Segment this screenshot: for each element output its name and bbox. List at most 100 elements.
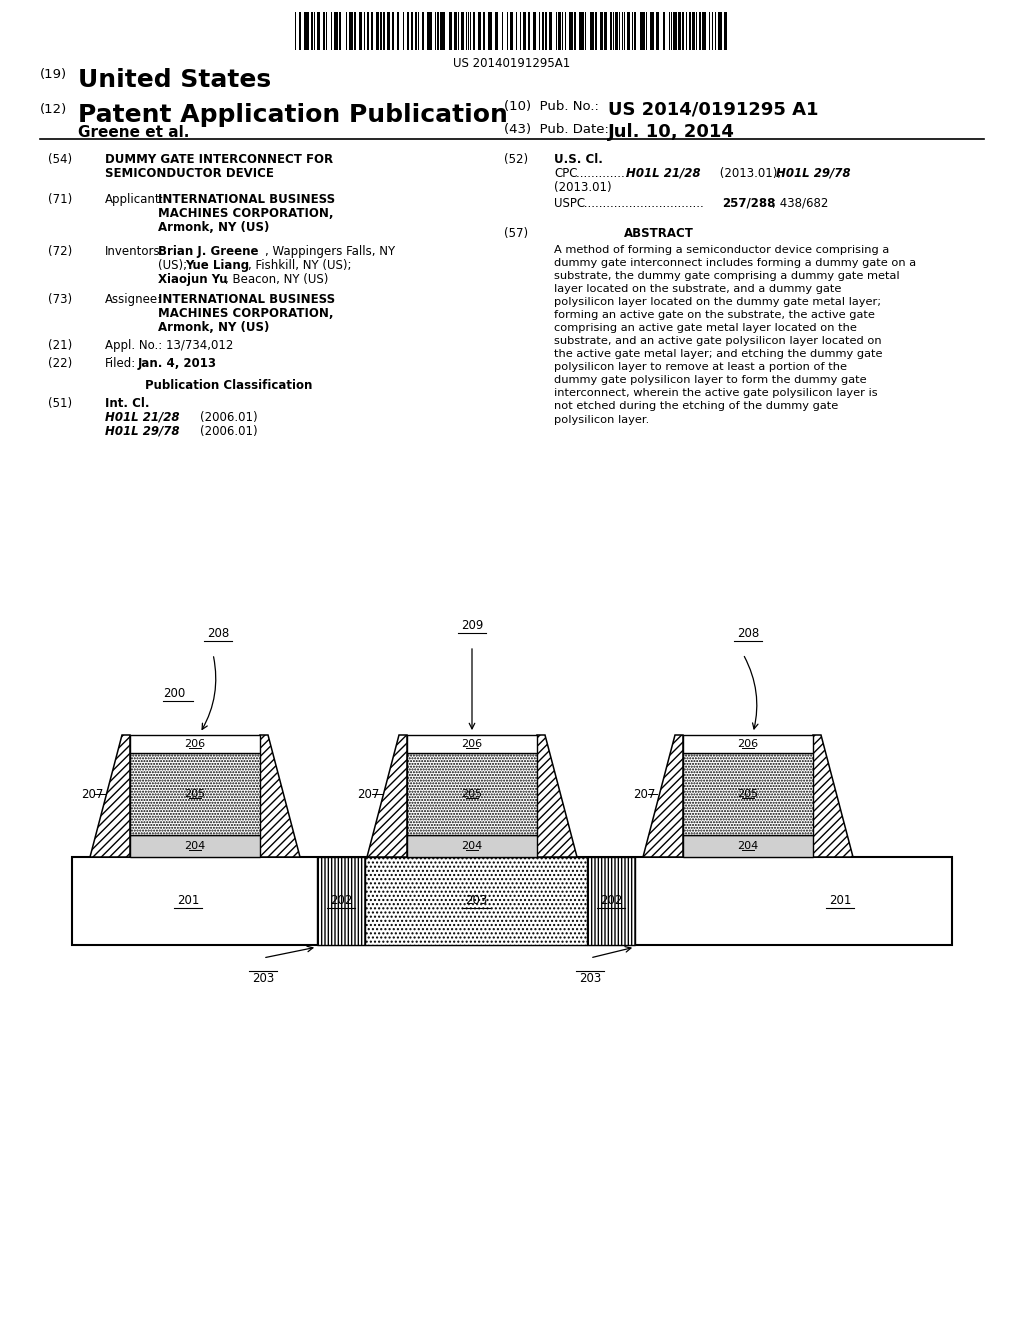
Text: (2006.01): (2006.01) [200, 411, 258, 424]
Bar [334, 12, 338, 50]
Bar [587, 857, 635, 945]
Bar [683, 836, 813, 857]
Bar [432, 12, 435, 50]
Text: 257/288: 257/288 [722, 197, 775, 210]
Bar [332, 12, 334, 50]
Bar [409, 12, 411, 50]
Bar [684, 12, 686, 50]
Text: (71): (71) [48, 193, 73, 206]
Text: 202: 202 [600, 895, 623, 908]
Text: SEMICONDUCTOR DEVICE: SEMICONDUCTOR DEVICE [105, 168, 273, 180]
Bar [367, 12, 369, 50]
Bar [304, 12, 309, 50]
Bar [656, 12, 659, 50]
Text: Xiaojun Yu: Xiaojun Yu [158, 273, 227, 286]
Polygon shape [643, 735, 683, 857]
Text: 207: 207 [81, 788, 103, 800]
Bar [636, 12, 640, 50]
Polygon shape [90, 735, 130, 857]
Text: (51): (51) [48, 397, 72, 411]
Text: 208: 208 [207, 627, 229, 640]
Text: Brian J. Greene: Brian J. Greene [158, 246, 258, 257]
Text: H01L 21/28: H01L 21/28 [105, 411, 179, 424]
Text: 204: 204 [184, 841, 206, 851]
Bar [590, 12, 594, 50]
Polygon shape [537, 735, 577, 857]
Text: 207: 207 [633, 788, 655, 800]
Text: U.S. Cl.: U.S. Cl. [554, 153, 603, 166]
Bar [492, 12, 495, 50]
Bar [683, 752, 813, 836]
Bar [437, 12, 439, 50]
Bar [347, 12, 349, 50]
Bar [415, 12, 417, 50]
Bar [424, 12, 427, 50]
Text: (43)  Pub. Date:: (43) Pub. Date: [504, 123, 609, 136]
Bar [452, 12, 454, 50]
Bar [659, 12, 663, 50]
Text: H01L 21/28: H01L 21/28 [626, 168, 700, 180]
Bar [586, 12, 590, 50]
Text: H01L 29/78: H01L 29/78 [105, 425, 179, 438]
Text: (2013.01): (2013.01) [554, 181, 611, 194]
Bar [682, 12, 684, 50]
Bar [683, 735, 813, 752]
Bar [692, 12, 695, 50]
Bar [130, 735, 260, 752]
Bar [569, 12, 573, 50]
Bar [713, 12, 715, 50]
Bar [563, 12, 565, 50]
Bar [634, 12, 636, 50]
Bar [687, 12, 689, 50]
Bar [359, 12, 362, 50]
Bar [600, 12, 603, 50]
Bar [604, 12, 607, 50]
Text: INTERNATIONAL BUSINESS: INTERNATIONAL BUSINESS [158, 293, 335, 306]
Bar [376, 12, 379, 50]
Text: MACHINES CORPORATION,: MACHINES CORPORATION, [158, 308, 334, 319]
Bar [419, 12, 422, 50]
Text: 201: 201 [828, 895, 851, 908]
Bar [339, 12, 341, 50]
Bar [387, 12, 390, 50]
Bar [130, 836, 260, 857]
Bar [503, 12, 507, 50]
Text: Patent Application Publication: Patent Application Publication [78, 103, 508, 127]
Bar [407, 836, 537, 857]
Bar [445, 12, 449, 50]
Text: (22): (22) [48, 356, 73, 370]
Bar [404, 12, 407, 50]
Bar [317, 857, 365, 945]
Text: (US);: (US); [158, 259, 190, 272]
Bar [383, 12, 385, 50]
Bar [610, 12, 612, 50]
Bar [365, 12, 367, 50]
Bar [724, 12, 727, 50]
Bar [394, 12, 397, 50]
Text: (54): (54) [48, 153, 72, 166]
Bar [356, 12, 359, 50]
Bar [349, 12, 353, 50]
Text: MACHINES CORPORATION,: MACHINES CORPORATION, [158, 207, 334, 220]
Bar [390, 12, 392, 50]
Text: 203: 203 [252, 972, 274, 985]
Bar [407, 735, 537, 752]
Bar [625, 12, 627, 50]
Bar [699, 12, 701, 50]
Bar [478, 12, 481, 50]
Bar [536, 12, 539, 50]
Bar [528, 12, 530, 50]
Bar [449, 12, 452, 50]
Text: 203: 203 [465, 895, 487, 908]
Bar [411, 12, 413, 50]
Text: (12): (12) [40, 103, 68, 116]
Text: 205: 205 [462, 789, 482, 799]
Text: 206: 206 [184, 739, 206, 748]
Bar [678, 12, 681, 50]
Text: (10)  Pub. No.:: (10) Pub. No.: [504, 100, 599, 114]
Bar [702, 12, 706, 50]
Bar [341, 12, 346, 50]
Text: USPC: USPC [554, 197, 585, 210]
Bar [722, 12, 724, 50]
Text: Int. Cl.: Int. Cl. [105, 397, 150, 411]
